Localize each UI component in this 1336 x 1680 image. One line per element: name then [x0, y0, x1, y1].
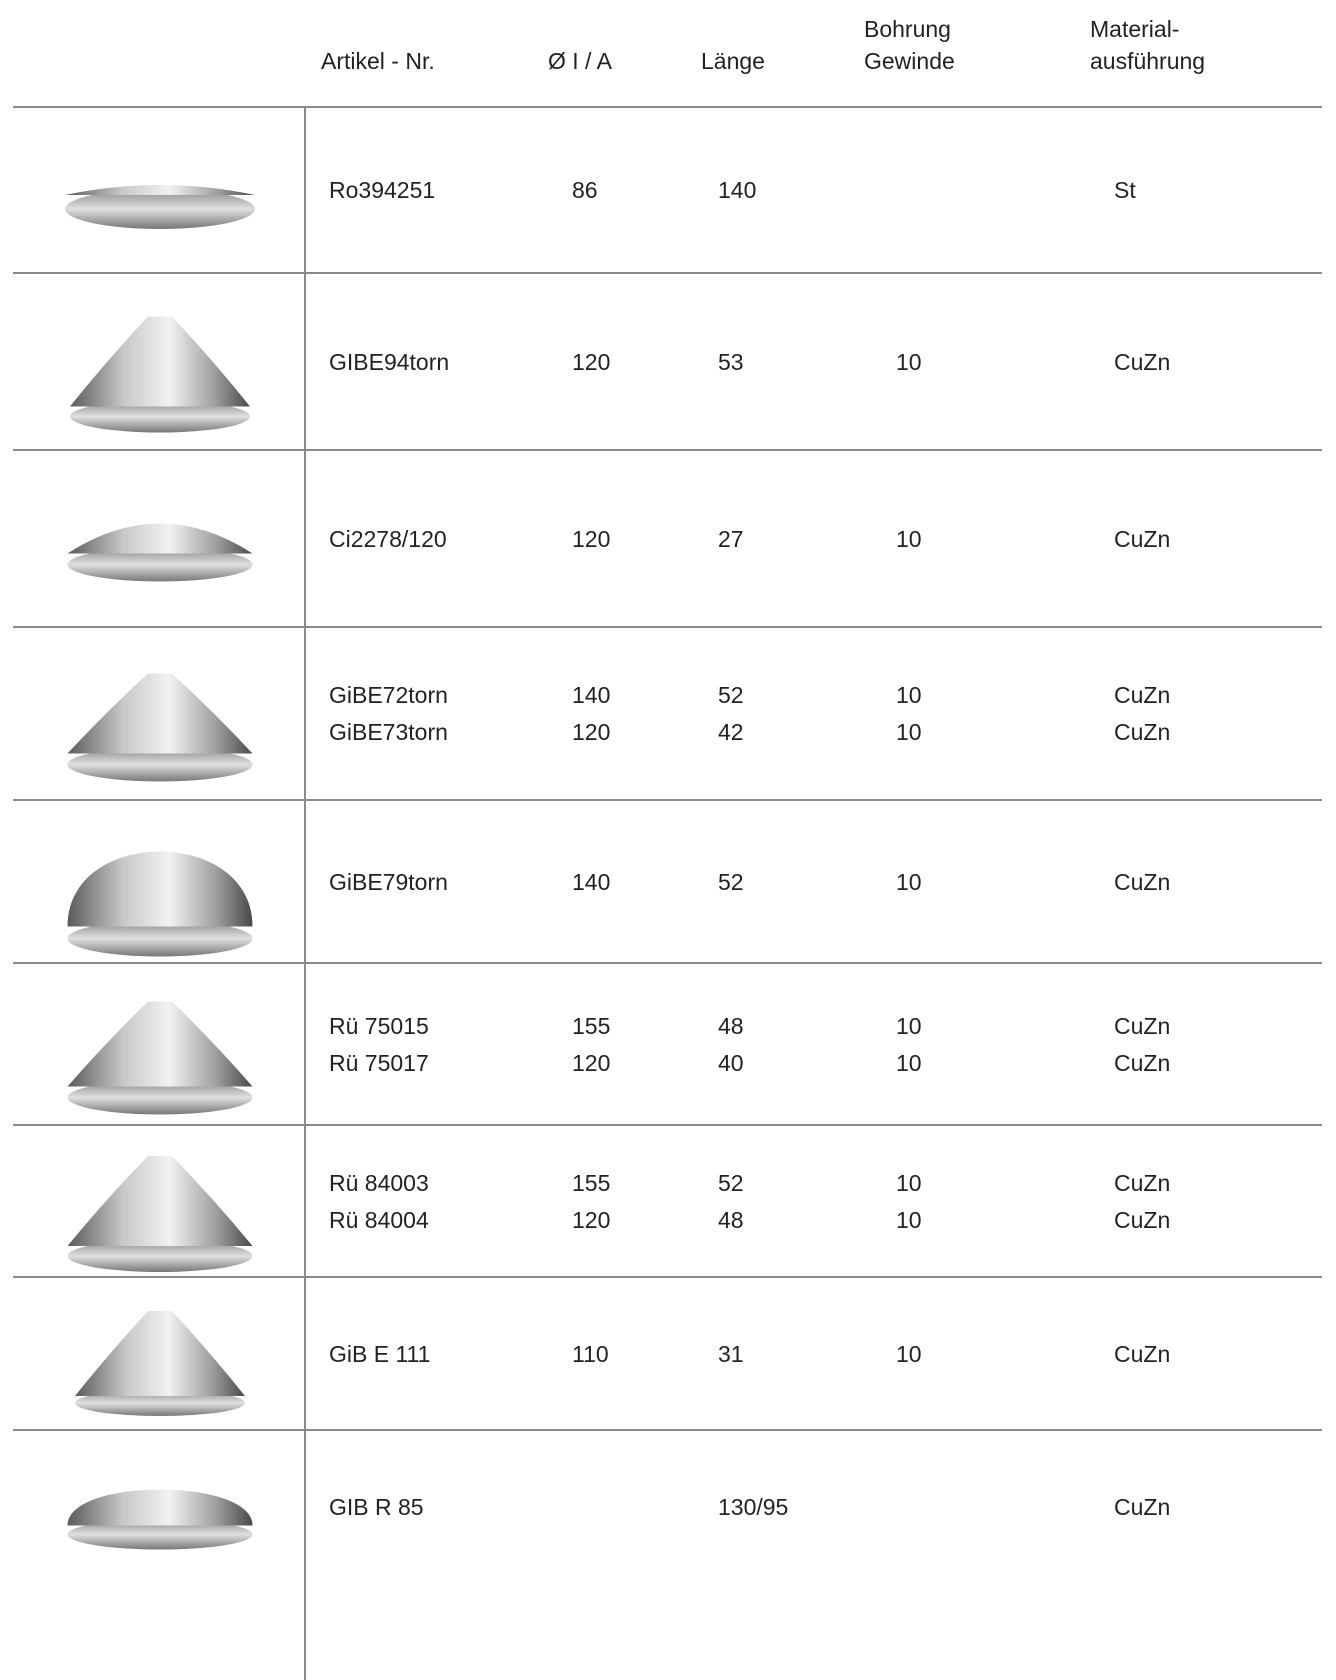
header-cell: Gewinde: [864, 48, 955, 74]
cell-article: GIB R 85: [329, 1493, 424, 1520]
cell-length: 130/95: [718, 1493, 789, 1520]
header-cell: Material-: [1090, 16, 1180, 42]
cell-bore: 10: [896, 348, 922, 375]
cell-length: 140: [718, 177, 757, 203]
cell-bore: 10: [896, 1340, 922, 1367]
product-image: [67, 523, 253, 582]
cell-diameter: 120: [572, 348, 611, 375]
cell-bore: 10: [896, 1049, 922, 1076]
cell-diameter: 120: [572, 719, 611, 745]
cell-material: CuZn: [1114, 1169, 1171, 1196]
product-image: [67, 673, 253, 782]
cell-bore: 10: [896, 525, 922, 552]
product-image: [67, 851, 253, 957]
header-cell: Länge: [701, 48, 765, 74]
cell-length: 52: [718, 868, 744, 895]
cell-material: CuZn: [1114, 1049, 1171, 1076]
cell-length: 52: [718, 1169, 744, 1196]
cell-diameter: 155: [572, 1012, 611, 1039]
cell-material: CuZn: [1114, 1340, 1171, 1367]
cell-material: CuZn: [1114, 525, 1171, 552]
cell-material: CuZn: [1114, 719, 1171, 745]
cell-length: 27: [718, 525, 744, 552]
cell-bore: 10: [896, 1012, 922, 1039]
cell-article: Rü 75015: [329, 1012, 429, 1039]
cell-article: Rü 75017: [329, 1049, 429, 1076]
cell-article: GiB E 111: [329, 1340, 431, 1367]
cell-article: Rü 84003: [329, 1169, 429, 1196]
header-cell: Bohrung: [864, 16, 951, 42]
header-cell: Ø I / A: [548, 48, 612, 74]
cell-length: 53: [718, 348, 744, 375]
cell-length: 48: [718, 1012, 744, 1039]
product-image: [67, 1156, 253, 1272]
product-image: [65, 185, 255, 229]
cell-material: CuZn: [1114, 868, 1171, 895]
cell-diameter: 155: [572, 1169, 611, 1196]
cell-article: GiBE79torn: [329, 868, 448, 895]
product-image: [70, 316, 250, 433]
cell-length: 40: [718, 1049, 744, 1076]
cell-material: CuZn: [1114, 682, 1171, 708]
header-cell: ausführung: [1090, 48, 1206, 74]
header-cell: Artikel - Nr.: [321, 48, 435, 74]
cell-diameter: 110: [572, 1340, 609, 1367]
cell-article: GiBE72torn: [329, 682, 448, 708]
cell-material: St: [1114, 177, 1136, 203]
cell-diameter: 140: [572, 868, 611, 895]
cell-diameter: 120: [572, 525, 611, 552]
cell-diameter: 120: [572, 1049, 611, 1076]
cell-length: 42: [718, 719, 744, 745]
cell-article: Ci2278/120: [329, 525, 447, 552]
cell-bore: 10: [896, 1206, 922, 1233]
cell-article: Rü 84004: [329, 1206, 429, 1233]
cell-article: GiBE73torn: [329, 719, 448, 745]
cell-diameter: 140: [572, 682, 611, 708]
cell-material: CuZn: [1114, 1493, 1171, 1520]
cell-material: CuZn: [1114, 1012, 1171, 1039]
product-image: [67, 1489, 253, 1550]
product-image: [75, 1311, 245, 1416]
cell-bore: 10: [896, 719, 922, 745]
cell-bore: 10: [896, 1169, 922, 1196]
cell-length: 31: [718, 1340, 744, 1367]
cell-length: 52: [718, 682, 744, 708]
cell-article: GIBE94torn: [329, 348, 450, 375]
cell-length: 48: [718, 1206, 744, 1233]
product-image: [67, 1001, 253, 1115]
cell-diameter: 86: [572, 177, 598, 203]
cell-material: CuZn: [1114, 348, 1171, 375]
cell-bore: 10: [896, 868, 922, 895]
cell-article: Ro394251: [329, 177, 436, 203]
cell-material: CuZn: [1114, 1206, 1171, 1233]
cell-diameter: 120: [572, 1206, 611, 1233]
cell-bore: 10: [896, 682, 922, 708]
